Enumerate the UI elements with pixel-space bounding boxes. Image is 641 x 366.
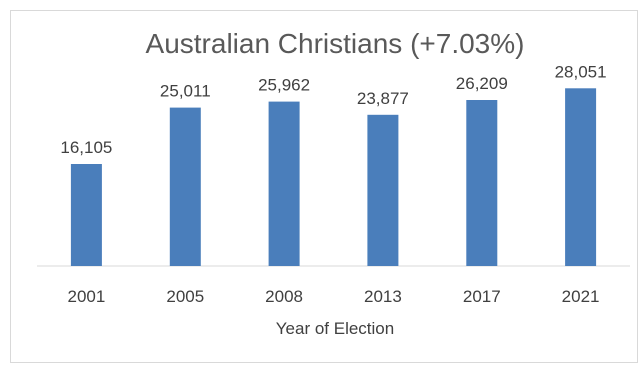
bar-2021 <box>565 88 597 266</box>
x-tick-label-2001: 2001 <box>67 287 105 306</box>
data-label-2021: 28,051 <box>555 62 607 81</box>
data-labels-group: 16,105 25,011 25,962 23,877 26,209 28,051 <box>60 62 606 157</box>
data-label-2008: 25,962 <box>258 76 310 95</box>
bar-2001 <box>70 164 102 266</box>
x-tick-labels-group: 2001 2005 2008 2013 2017 2021 <box>67 287 599 306</box>
data-label-2013: 23,877 <box>357 89 409 108</box>
x-tick-label-2021: 2021 <box>562 287 600 306</box>
chart-area <box>10 10 638 363</box>
bar-2008 <box>268 101 300 266</box>
data-label-2001: 16,105 <box>60 138 112 157</box>
x-tick-label-2008: 2008 <box>265 287 303 306</box>
x-tick-label-2017: 2017 <box>463 287 501 306</box>
chart-title: Australian Christians (+7.03%) <box>146 28 525 59</box>
bars-group <box>70 88 597 266</box>
x-tick-label-2013: 2013 <box>364 287 402 306</box>
bar-2005 <box>169 107 201 266</box>
x-axis-title: Year of Election <box>276 319 394 338</box>
data-label-2005: 25,011 <box>160 82 211 101</box>
bar-2013 <box>367 114 399 266</box>
x-tick-label-2005: 2005 <box>166 287 204 306</box>
bar-2017 <box>466 100 498 266</box>
data-label-2017: 26,209 <box>456 74 508 93</box>
